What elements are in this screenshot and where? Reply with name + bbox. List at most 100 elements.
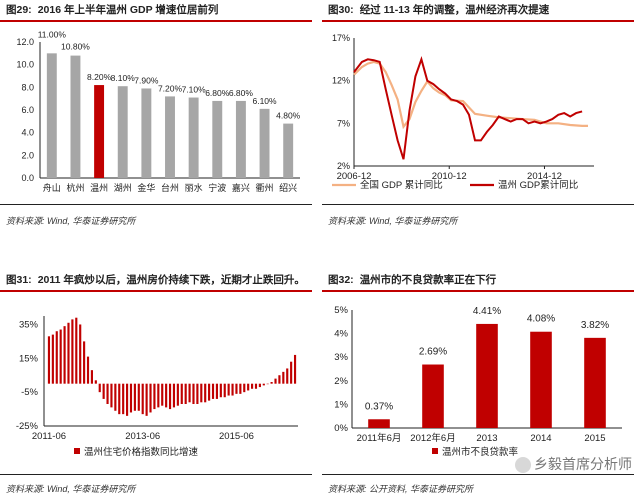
divider — [0, 204, 312, 205]
bar — [165, 96, 175, 178]
bar — [83, 341, 86, 384]
bar — [153, 383, 156, 410]
bar — [274, 378, 277, 384]
data-label: 4.08% — [527, 314, 555, 325]
bar — [102, 383, 105, 399]
x-tick-label: 2011年6月 — [357, 432, 402, 444]
source-note: 资料来源: Wind, 华泰证券研究所 — [6, 216, 136, 226]
legend-swatch — [432, 448, 438, 454]
bar — [227, 383, 230, 396]
x-tick-label: 宁波 — [208, 182, 226, 193]
x-tick-label: 2013 — [476, 433, 497, 444]
bar — [212, 100, 223, 178]
y-tick-label: 17% — [332, 33, 350, 43]
chart-npl-ratio: 0% 1% 2% 3% 4% 5% 0.37% 2011年6月 2.69% 2012年6月 4.41… — [334, 305, 622, 458]
data-label: 8.10% — [111, 73, 136, 83]
bar — [584, 337, 606, 428]
bar — [258, 383, 261, 388]
x-tick-label: 2014-12 — [527, 171, 562, 182]
y-tick-label: 8.0 — [21, 82, 34, 92]
bar — [211, 383, 215, 399]
panel-gdp-ranking: 图29: 2016 年上半年温州 GDP 增速位居前列 0.0 2.0 4.0 6.0 8… — [0, 0, 312, 240]
x-tick-label: 杭州 — [66, 182, 84, 193]
bar — [290, 361, 293, 384]
y-tick-label: 35% — [19, 319, 39, 330]
data-label: 7.10% — [182, 85, 207, 95]
bar — [114, 383, 117, 411]
bar — [200, 383, 203, 403]
bar — [278, 375, 281, 384]
bar — [188, 383, 191, 403]
bar — [266, 383, 269, 385]
bar — [192, 383, 195, 404]
data-label: 6.10% — [252, 96, 277, 106]
x-tick-label: 2013-06 — [125, 431, 160, 442]
data-label: 7.20% — [158, 83, 183, 93]
bar — [141, 88, 152, 178]
bar — [94, 85, 105, 178]
y-tick-label: 7% — [337, 118, 350, 128]
bar — [235, 100, 246, 178]
y-tick-label: 5% — [334, 305, 348, 316]
y-tick-label: 0.0 — [21, 173, 34, 183]
bar — [63, 326, 66, 384]
series-line — [353, 60, 588, 130]
y-tick-label: 6.0 — [21, 105, 34, 115]
panel-house-price: 图31: 2011 年疯炒以后，温州房价持续下跌，近期才止跌回升。 -25% -5%… — [0, 270, 312, 496]
x-tick-label: 台州 — [161, 182, 179, 193]
bar — [71, 319, 74, 384]
bar — [188, 97, 199, 178]
panel-title: 图32: 温州市的不良贷款率正在下行 — [322, 270, 634, 292]
bar — [262, 383, 265, 386]
figure-number: 图32: — [328, 274, 354, 286]
divider — [322, 474, 634, 475]
bar — [251, 383, 254, 389]
bar — [126, 383, 129, 416]
bar — [219, 383, 222, 398]
bar — [243, 383, 246, 393]
data-label: 8.20% — [87, 72, 112, 82]
bar — [165, 383, 168, 408]
y-tick-label: 2% — [334, 376, 348, 387]
bar — [67, 322, 70, 384]
bar — [161, 383, 164, 406]
bar — [133, 383, 136, 411]
x-tick-label: 衢州 — [256, 182, 274, 193]
bar — [176, 383, 179, 406]
data-label: 3.82% — [581, 320, 609, 331]
bar — [247, 383, 250, 391]
figure-number: 图30: — [328, 4, 354, 16]
watermark-text: 乡毅首席分析师 — [534, 456, 632, 472]
bar — [215, 383, 218, 399]
data-label: 2.69% — [419, 347, 447, 358]
data-label: 0.37% — [365, 401, 393, 412]
panel-npl-ratio: 图32: 温州市的不良贷款率正在下行 0% 1% 2% 3% 4% 5% 0.37% 2011年… — [322, 270, 634, 496]
bar — [259, 108, 270, 178]
y-tick-label: 10.0 — [16, 60, 34, 70]
bar — [231, 383, 234, 396]
figure-title: 经过 11-13 年的调整，温州经济再次提速 — [359, 4, 550, 16]
panel-title: 图30: 经过 11-13 年的调整，温州经济再次提速 — [322, 0, 634, 22]
bar — [239, 383, 242, 394]
y-tick-label: 15% — [19, 353, 39, 364]
bar — [204, 383, 207, 403]
y-tick-label: 3% — [334, 352, 348, 363]
bar — [235, 383, 238, 394]
bar — [137, 383, 140, 411]
x-tick-label: 2010-12 — [432, 171, 467, 182]
bar — [149, 383, 152, 413]
x-tick-label: 绍兴 — [279, 182, 297, 193]
x-tick-label: 2012年6月 — [410, 432, 455, 444]
legend-label: 全国 GDP 累计同比 — [360, 179, 443, 191]
bar — [118, 383, 121, 415]
legend-label: 温州 GDP累计同比 — [498, 179, 578, 191]
data-label: 7.90% — [134, 75, 159, 85]
source-note: 资料来源: Wind, 华泰证券研究所 — [6, 484, 136, 494]
divider — [322, 204, 634, 205]
x-tick-label: 舟山 — [43, 182, 61, 193]
x-tick-label: 温州 — [90, 183, 108, 193]
legend-label: 温州住宅价格指数同比增速 — [84, 446, 199, 458]
x-tick-label: 2006-12 — [337, 171, 372, 182]
x-tick-label: 2015-06 — [219, 431, 254, 442]
bar — [196, 383, 199, 404]
